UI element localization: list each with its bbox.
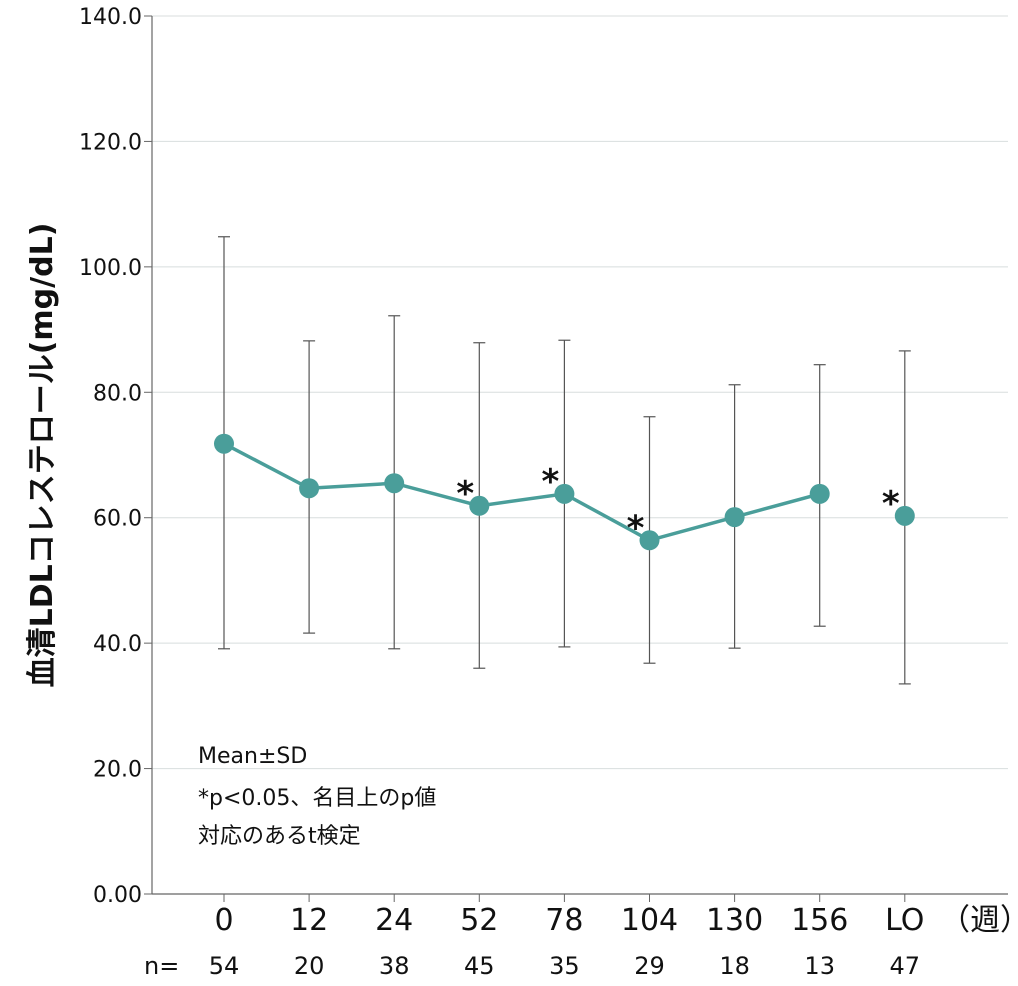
data-point (469, 495, 490, 516)
data-point (894, 505, 915, 526)
n-value: 29 (634, 952, 665, 980)
data-point (639, 530, 660, 551)
x-tick-label: 78 (545, 903, 583, 938)
x-tick-label: 156 (791, 903, 848, 938)
data-point (214, 433, 234, 454)
y-tick-label: 80.0 (93, 381, 142, 406)
n-value: 18 (719, 952, 750, 980)
significance-star: * (882, 484, 900, 524)
x-tick-label: 104 (621, 903, 678, 938)
n-label: n= (144, 952, 179, 980)
significance-star: * (627, 508, 645, 548)
y-tick-label: 20.0 (93, 758, 142, 783)
n-value: 47 (890, 952, 921, 980)
y-tick-label: 40.0 (93, 632, 142, 657)
n-value: 20 (294, 952, 325, 980)
n-value: 38 (379, 952, 410, 980)
n-value: 35 (549, 952, 580, 980)
series-line (223, 442, 821, 543)
significance-star: * (456, 474, 474, 514)
data-point (724, 507, 745, 528)
x-tick-label: 52 (460, 903, 498, 938)
n-value: 54 (209, 952, 240, 980)
data-point (554, 483, 575, 504)
y-tick-label: 140.0 (79, 5, 142, 30)
y-tick-label: 60.0 (93, 507, 142, 532)
x-axis-unit: （週） (940, 903, 1018, 938)
data-point (809, 483, 830, 504)
x-tick-label: 12 (290, 903, 328, 938)
y-tick-label: 0.00 (93, 883, 142, 908)
x-tick-label: 130 (706, 903, 763, 938)
y-tick-label: 100.0 (79, 256, 142, 281)
note-pvalue: *p<0.05、名目上のp値 (198, 786, 436, 811)
x-tick-label: 24 (375, 903, 413, 938)
y-axis-label: 血清LDLコレステロール(mg/dL) (25, 223, 60, 688)
data-point (384, 473, 405, 494)
n-value: 45 (464, 952, 495, 980)
significance-star: * (542, 462, 560, 502)
note-mean-sd: Mean±SD (198, 744, 307, 769)
x-tick-label: LO (885, 903, 924, 938)
y-tick-label: 120.0 (79, 130, 142, 155)
data-point (299, 478, 320, 499)
x-tick-label: 0 (214, 903, 233, 938)
n-value: 13 (804, 952, 835, 980)
note-test: 対応のあるt検定 (198, 824, 361, 849)
